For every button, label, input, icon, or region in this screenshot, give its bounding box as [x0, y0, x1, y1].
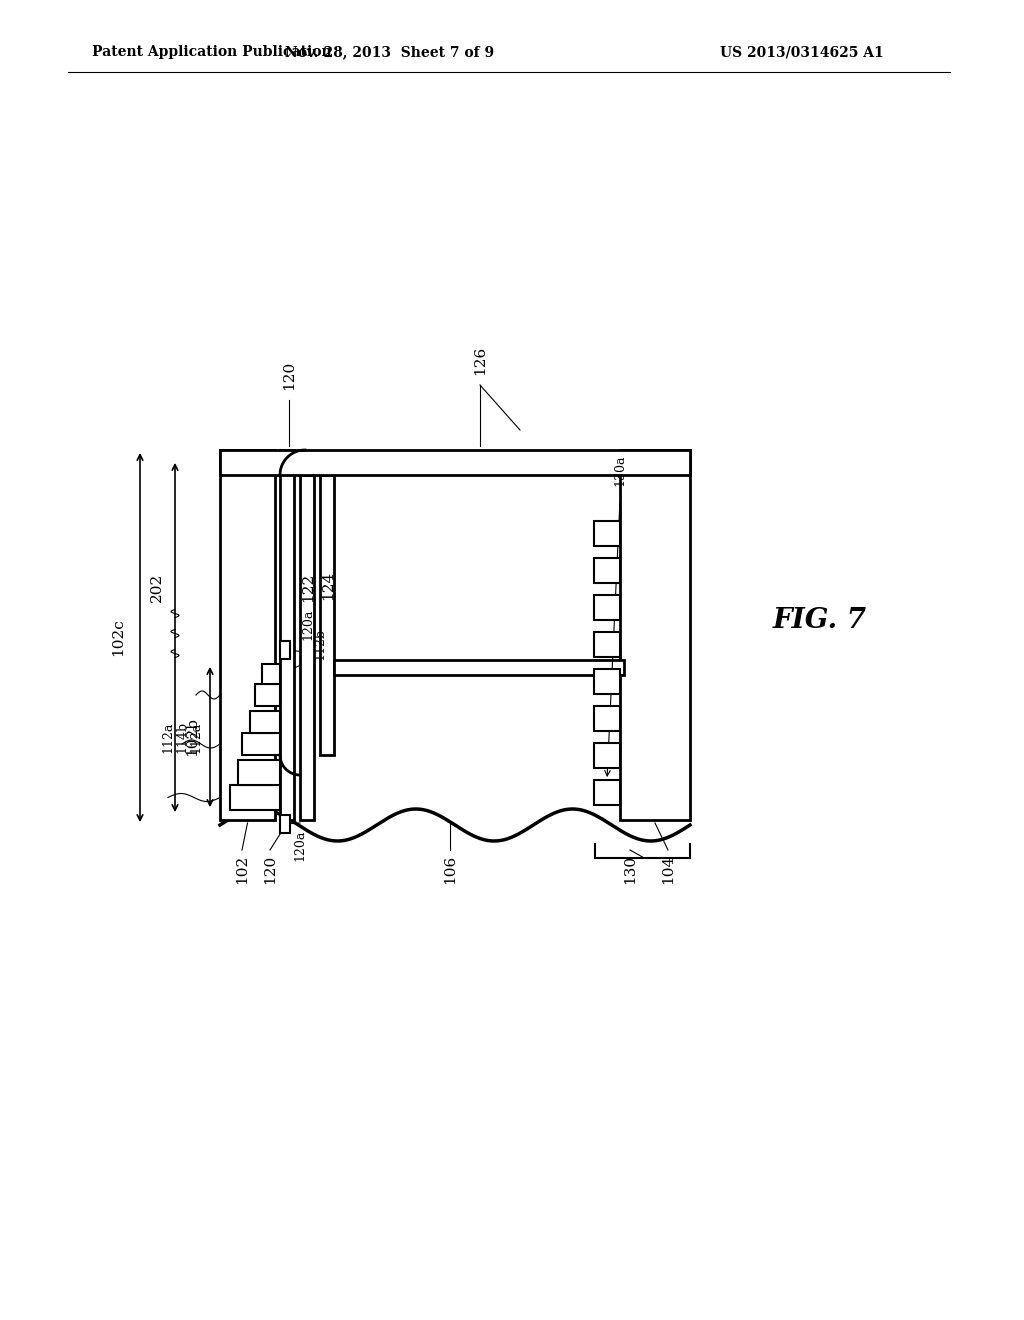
Bar	[242, 733, 280, 755]
Bar	[262, 664, 280, 684]
Bar	[300, 475, 314, 820]
Text: 130a: 130a	[613, 454, 627, 486]
Text: 124: 124	[321, 570, 335, 599]
Text: 112b: 112b	[313, 628, 327, 660]
Text: Nov. 28, 2013  Sheet 7 of 9: Nov. 28, 2013 Sheet 7 of 9	[286, 45, 495, 59]
Bar	[255, 684, 280, 706]
Bar	[594, 558, 620, 583]
Bar	[280, 642, 290, 659]
Bar	[594, 595, 620, 620]
Bar	[594, 780, 620, 805]
Text: 122: 122	[301, 573, 315, 602]
Bar	[250, 711, 280, 733]
Bar	[594, 632, 620, 657]
Bar	[594, 743, 620, 768]
Text: 120: 120	[282, 360, 296, 389]
Text: 120a: 120a	[294, 829, 306, 861]
Text: 126: 126	[473, 346, 487, 375]
Text: Patent Application Publication: Patent Application Publication	[92, 45, 332, 59]
Text: 114b: 114b	[175, 721, 188, 754]
Bar	[594, 521, 620, 546]
Bar	[220, 450, 275, 820]
Text: 120a: 120a	[301, 609, 314, 640]
Bar	[594, 669, 620, 694]
Text: 112a: 112a	[189, 721, 203, 752]
Text: 102b: 102b	[185, 718, 199, 756]
Text: 106: 106	[443, 855, 457, 884]
Text: 102: 102	[234, 855, 249, 884]
Bar	[280, 814, 290, 833]
Text: 130: 130	[623, 855, 637, 884]
Text: 102c: 102c	[111, 619, 125, 656]
Text: 202: 202	[150, 573, 164, 602]
Bar	[280, 450, 294, 820]
Text: 120: 120	[263, 855, 278, 884]
Bar	[334, 660, 624, 675]
Text: FIG. 7: FIG. 7	[773, 606, 867, 634]
Text: US 2013/0314625 A1: US 2013/0314625 A1	[720, 45, 884, 59]
Bar	[230, 785, 280, 810]
Bar	[238, 760, 280, 785]
Bar	[594, 706, 620, 731]
Bar	[319, 475, 334, 755]
Bar	[620, 450, 690, 820]
Text: 112a: 112a	[162, 721, 174, 752]
Bar	[220, 450, 690, 475]
Text: 104: 104	[662, 855, 675, 884]
